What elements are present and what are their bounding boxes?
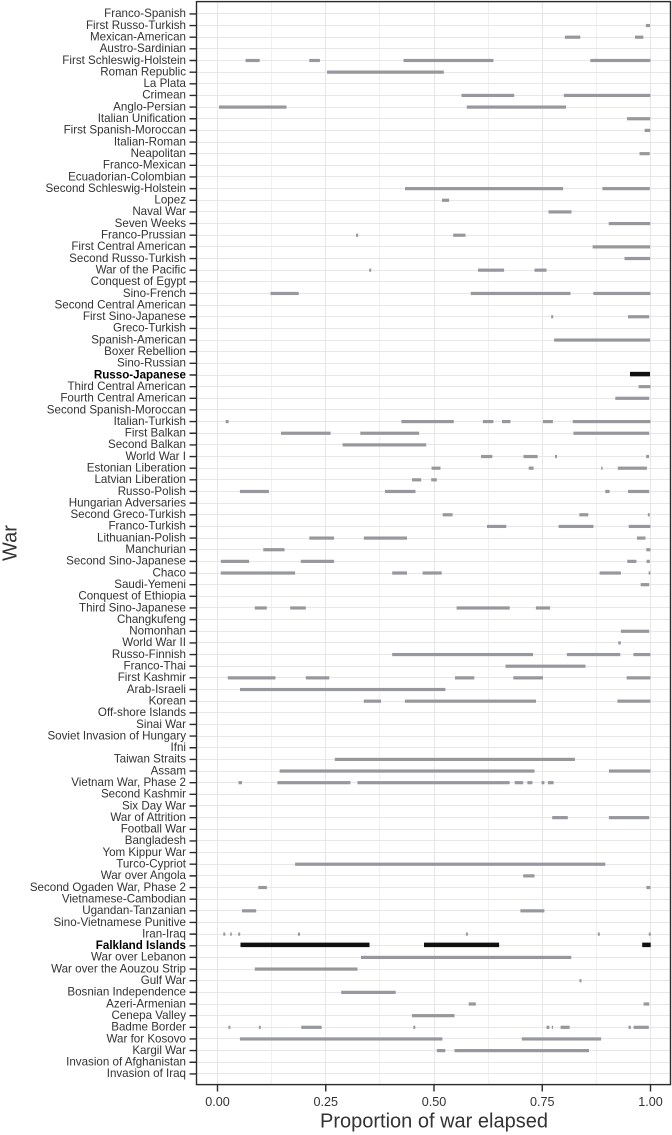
- svg-text:Franco-Spanish: Franco-Spanish: [104, 7, 186, 20]
- svg-text:Cenepa Valley: Cenepa Valley: [111, 1009, 186, 1022]
- svg-text:Soviet Invasion of Hungary: Soviet Invasion of Hungary: [47, 729, 186, 742]
- svg-text:First Balkan: First Balkan: [125, 427, 186, 440]
- svg-text:Italian-Turkish: Italian-Turkish: [114, 415, 186, 428]
- svg-text:Second Central American: Second Central American: [55, 298, 186, 311]
- svg-text:Second Kashmir: Second Kashmir: [101, 788, 186, 801]
- svg-text:0.50: 0.50: [422, 1095, 447, 1109]
- svg-text:Assam: Assam: [151, 764, 186, 777]
- svg-text:Austro-Sardinian: Austro-Sardinian: [100, 42, 186, 55]
- svg-text:Third Central American: Third Central American: [67, 380, 186, 393]
- svg-text:First Spanish-Moroccan: First Spanish-Moroccan: [64, 124, 186, 137]
- svg-text:Changkufeng: Changkufeng: [117, 613, 186, 626]
- svg-text:Franco-Prussian: Franco-Prussian: [101, 229, 186, 242]
- svg-text:Manchurian: Manchurian: [125, 543, 186, 556]
- svg-text:Yom Kippur War: Yom Kippur War: [102, 846, 186, 859]
- svg-text:Lopez: Lopez: [154, 194, 186, 207]
- svg-text:First Schleswig-Holstein: First Schleswig-Holstein: [62, 54, 186, 67]
- svg-text:First Kashmir: First Kashmir: [118, 671, 186, 684]
- svg-text:Second Schleswig-Holstein: Second Schleswig-Holstein: [46, 182, 186, 195]
- svg-text:Football War: Football War: [121, 823, 186, 836]
- svg-text:Bosnian Independence: Bosnian Independence: [67, 986, 186, 999]
- svg-text:Russo-Finnish: Russo-Finnish: [112, 648, 186, 661]
- svg-text:Falkland Islands: Falkland Islands: [96, 939, 186, 952]
- svg-text:Russo-Japanese: Russo-Japanese: [94, 368, 187, 381]
- svg-text:Invasion of Afghanistan: Invasion of Afghanistan: [66, 1056, 186, 1069]
- svg-text:Iran-Iraq: Iran-Iraq: [142, 927, 186, 940]
- svg-text:Crimean: Crimean: [142, 89, 186, 102]
- svg-text:First Russo-Turkish: First Russo-Turkish: [86, 19, 186, 32]
- svg-text:Badme Border: Badme Border: [111, 1021, 186, 1034]
- svg-text:Ugandan-Tanzanian: Ugandan-Tanzanian: [82, 904, 186, 917]
- svg-text:Spanish-American: Spanish-American: [91, 333, 186, 346]
- svg-text:Kargil War: Kargil War: [132, 1044, 186, 1057]
- svg-text:La Plata: La Plata: [143, 77, 186, 90]
- svg-text:0.75: 0.75: [530, 1095, 555, 1109]
- svg-text:Greco-Turkish: Greco-Turkish: [113, 322, 186, 335]
- svg-text:Sino-Russian: Sino-Russian: [117, 357, 186, 370]
- svg-text:Second Ogaden War, Phase 2: Second Ogaden War, Phase 2: [30, 881, 186, 894]
- svg-text:Sino-Vietnamese Punitive: Sino-Vietnamese Punitive: [53, 916, 186, 929]
- svg-text:Invasion of Iraq: Invasion of Iraq: [107, 1067, 186, 1080]
- svg-text:0.25: 0.25: [313, 1095, 338, 1109]
- svg-text:Anglo-Persian: Anglo-Persian: [113, 100, 186, 113]
- svg-text:Gulf War: Gulf War: [141, 974, 186, 987]
- svg-text:First Central American: First Central American: [71, 240, 186, 253]
- svg-text:Ifni: Ifni: [171, 741, 186, 754]
- svg-text:Naval War: Naval War: [132, 205, 186, 218]
- svg-text:Vietnam War, Phase 2: Vietnam War, Phase 2: [71, 776, 186, 789]
- svg-text:Chaco: Chaco: [152, 566, 186, 579]
- svg-text:War of the Pacific: War of the Pacific: [96, 263, 187, 276]
- svg-text:Second Spanish-Moroccan: Second Spanish-Moroccan: [47, 403, 186, 416]
- svg-text:Roman Republic: Roman Republic: [100, 65, 186, 78]
- svg-text:Arab-Israeli: Arab-Israeli: [127, 683, 186, 696]
- svg-text:Ecuadorian-Colombian: Ecuadorian-Colombian: [68, 170, 186, 183]
- svg-text:Vietnamese-Cambodian: Vietnamese-Cambodian: [62, 892, 186, 905]
- svg-text:Hungarian Adversaries: Hungarian Adversaries: [69, 496, 186, 509]
- svg-text:Franco-Turkish: Franco-Turkish: [108, 520, 186, 533]
- svg-text:Italian-Roman: Italian-Roman: [114, 135, 186, 148]
- svg-text:Fourth Central American: Fourth Central American: [60, 392, 186, 405]
- svg-text:Franco-Thai: Franco-Thai: [124, 660, 187, 673]
- svg-text:Proportion of war elapsed: Proportion of war elapsed: [320, 1111, 548, 1133]
- svg-text:Italian Unification: Italian Unification: [98, 112, 186, 125]
- svg-text:Franco-Mexican: Franco-Mexican: [103, 159, 186, 172]
- svg-text:Bangladesh: Bangladesh: [125, 834, 186, 847]
- svg-text:Sino-French: Sino-French: [123, 287, 186, 300]
- svg-text:Third Sino-Japanese: Third Sino-Japanese: [79, 601, 186, 614]
- svg-text:War for Kosovo: War for Kosovo: [107, 1032, 186, 1045]
- svg-text:Lithuanian-Polish: Lithuanian-Polish: [97, 531, 186, 544]
- svg-text:Second Greco-Turkish: Second Greco-Turkish: [70, 508, 186, 521]
- svg-text:Korean: Korean: [149, 694, 186, 707]
- svg-text:Six Day War: Six Day War: [122, 799, 186, 812]
- svg-text:Boxer Rebellion: Boxer Rebellion: [104, 345, 186, 358]
- svg-text:Turco-Cypriot: Turco-Cypriot: [116, 858, 187, 871]
- svg-text:War over the Aouzou Strip: War over the Aouzou Strip: [51, 962, 186, 975]
- svg-text:Azeri-Armenian: Azeri-Armenian: [106, 997, 186, 1010]
- svg-text:World War I: World War I: [125, 450, 186, 463]
- svg-text:Latvian Liberation: Latvian Liberation: [94, 473, 186, 486]
- svg-text:Second Russo-Turkish: Second Russo-Turkish: [69, 252, 186, 265]
- svg-text:Conquest of Ethiopia: Conquest of Ethiopia: [78, 590, 186, 603]
- svg-text:War of Attrition: War of Attrition: [110, 811, 186, 824]
- svg-text:Seven Weeks: Seven Weeks: [115, 217, 187, 230]
- svg-text:Sinai War: Sinai War: [136, 718, 186, 731]
- svg-text:Taiwan Straits: Taiwan Straits: [114, 753, 186, 766]
- svg-text:World War II: World War II: [122, 636, 186, 649]
- svg-text:Conquest of Egypt: Conquest of Egypt: [91, 275, 187, 288]
- svg-text:Saudi-Yemeni: Saudi-Yemeni: [114, 578, 186, 591]
- svg-text:First Sino-Japanese: First Sino-Japanese: [83, 310, 186, 323]
- svg-text:Nomonhan: Nomonhan: [129, 625, 186, 638]
- svg-text:Second Sino-Japanese: Second Sino-Japanese: [66, 555, 186, 568]
- svg-text:Estonian Liberation: Estonian Liberation: [87, 461, 186, 474]
- svg-text:War: War: [0, 525, 22, 561]
- svg-text:0.00: 0.00: [205, 1095, 230, 1109]
- svg-text:Russo-Polish: Russo-Polish: [118, 485, 186, 498]
- svg-text:Mexican-American: Mexican-American: [90, 31, 186, 44]
- svg-text:Off-shore Islands: Off-shore Islands: [98, 706, 186, 719]
- svg-text:Neapolitan: Neapolitan: [131, 147, 186, 160]
- svg-text:War over Lebanon: War over Lebanon: [91, 951, 186, 964]
- svg-text:1.00: 1.00: [638, 1095, 663, 1109]
- svg-text:War over Angola: War over Angola: [101, 869, 187, 882]
- svg-text:Second Balkan: Second Balkan: [108, 438, 186, 451]
